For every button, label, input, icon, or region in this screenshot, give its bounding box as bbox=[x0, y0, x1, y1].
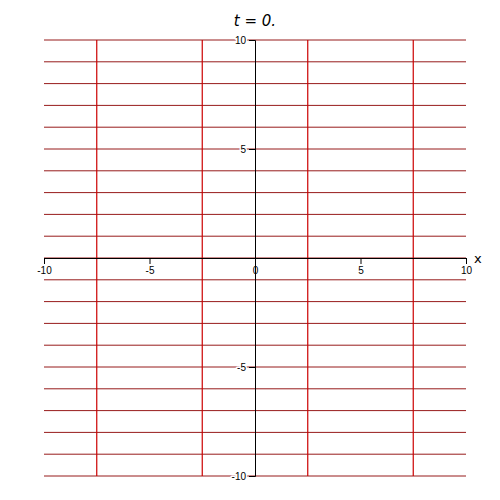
chart: -10-50510-10-5510t = 0.x bbox=[0, 0, 500, 500]
tick-label: -10 bbox=[37, 265, 52, 276]
tick-label: -10 bbox=[232, 471, 247, 482]
tick-mark bbox=[466, 258, 467, 264]
title: t = 0. bbox=[234, 12, 276, 30]
y-axis: -10 -5 5 10 bbox=[232, 35, 256, 482]
tick-mark bbox=[44, 258, 45, 264]
marks bbox=[44, 40, 466, 476]
plot: -10-50510-10-5510 bbox=[37, 35, 472, 482]
tick-label: -5 bbox=[146, 265, 155, 276]
y-axis-line bbox=[249, 41, 256, 477]
tick-label: 5 bbox=[358, 265, 364, 276]
tick-mark bbox=[361, 258, 362, 264]
horizontal-lines bbox=[44, 40, 466, 476]
tick: -5 bbox=[237, 362, 255, 373]
tick: -10 bbox=[232, 471, 255, 482]
x-axis-title: x bbox=[474, 251, 482, 266]
x-axis: -10-50510 bbox=[37, 258, 472, 276]
horizontal-line bbox=[44, 40, 466, 41]
tick: -10 bbox=[37, 258, 52, 276]
tick-mark bbox=[249, 149, 255, 150]
tick-label: 5 bbox=[240, 144, 246, 155]
tick-mark bbox=[249, 367, 255, 368]
tick-mark bbox=[150, 258, 151, 264]
tick-mark bbox=[249, 476, 255, 477]
tick-label: 10 bbox=[235, 35, 247, 46]
tick: 10 bbox=[235, 35, 255, 46]
tick: -5 bbox=[146, 258, 155, 276]
tick-mark bbox=[249, 40, 255, 41]
tick: 5 bbox=[240, 144, 255, 155]
tick: 5 bbox=[358, 258, 364, 276]
tick-label: -5 bbox=[237, 362, 246, 373]
tick: 10 bbox=[461, 258, 473, 276]
tick-label: 10 bbox=[461, 265, 473, 276]
